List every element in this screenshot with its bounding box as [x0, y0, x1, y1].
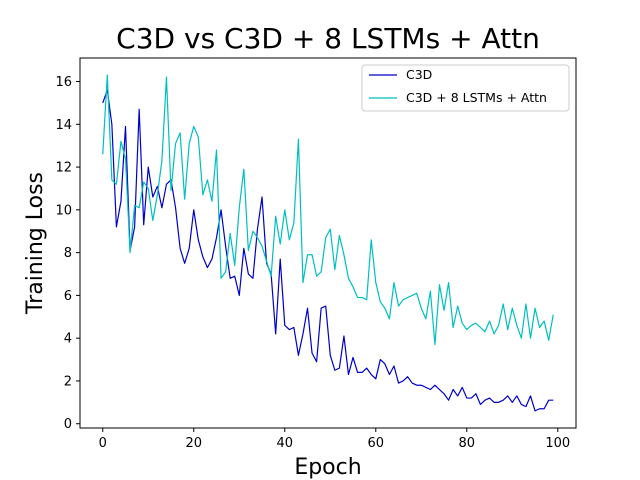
- x-axis-title: Epoch: [294, 455, 361, 480]
- y-tick-label: 8: [64, 246, 72, 261]
- x-tick-label: 80: [459, 436, 476, 451]
- y-tick-label: 14: [55, 118, 72, 133]
- y-axis-title: Training Loss: [23, 172, 48, 315]
- x-tick-label: 0: [99, 436, 107, 451]
- y-axis: 0 2 4 6 8 10 12 14 16: [55, 75, 80, 432]
- legend-label-c3d: C3D: [406, 67, 432, 82]
- legend: C3D C3D + 8 LSTMs + Attn: [361, 64, 570, 112]
- legend-box: [361, 64, 570, 112]
- y-tick-label: 0: [64, 417, 72, 432]
- x-tick-label: 100: [545, 436, 570, 451]
- series-line-0: [102, 89, 554, 412]
- y-tick-label: 4: [64, 332, 72, 347]
- x-tick-label: 60: [368, 436, 385, 451]
- x-axis: 0 20 40 60 80 100: [99, 428, 570, 451]
- y-tick-label: 2: [64, 374, 72, 389]
- y-tick-label: 12: [55, 161, 72, 176]
- y-tick-label: 6: [64, 289, 72, 304]
- legend-label-c3d-lstm-attn: C3D + 8 LSTMs + Attn: [406, 90, 547, 105]
- x-tick-label: 40: [276, 436, 293, 451]
- y-tick-label: 16: [55, 75, 72, 90]
- plot-area: [79, 57, 577, 429]
- plot-lines: [102, 74, 554, 412]
- chart-title: C3D vs C3D + 8 LSTMs + Attn: [116, 22, 540, 55]
- x-tick-label: 20: [185, 436, 202, 451]
- series-line-1: [102, 74, 554, 346]
- y-tick-label: 10: [55, 203, 72, 218]
